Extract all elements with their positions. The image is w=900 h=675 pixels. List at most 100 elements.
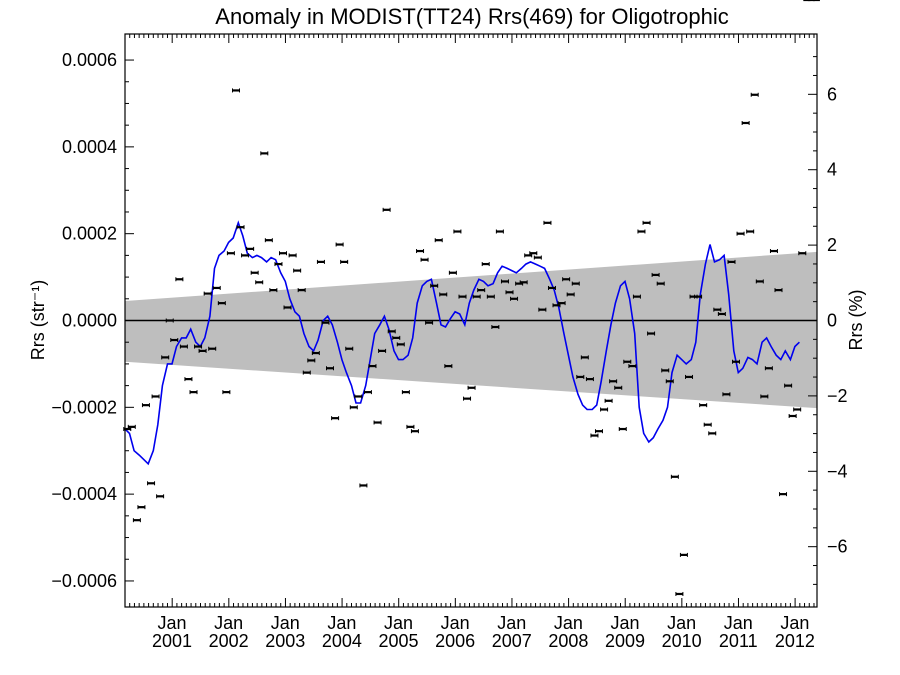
data-point <box>538 307 547 312</box>
x-tick-label-year: 2008 <box>548 631 588 651</box>
data-point <box>184 377 193 382</box>
x-tick-label-month: Jan <box>780 613 809 633</box>
x-tick-label-year: 2010 <box>662 631 702 651</box>
data-point <box>170 338 179 343</box>
data-point <box>321 320 330 325</box>
data-point <box>373 420 382 425</box>
data-point <box>656 281 665 286</box>
x-tick-label-month: Jan <box>384 613 413 633</box>
data-point <box>212 285 221 290</box>
data-point <box>439 292 448 297</box>
data-point <box>755 279 764 284</box>
data-point <box>594 429 603 434</box>
data-point <box>325 366 334 371</box>
x-tick-label-month: Jan <box>327 613 356 633</box>
data-point <box>293 268 302 273</box>
data-point <box>717 311 726 316</box>
data-point <box>590 433 599 438</box>
data-point <box>699 403 708 408</box>
data-point <box>580 355 589 360</box>
y-tick-label-left: −0.0002 <box>51 397 117 417</box>
y-tick-label-right: −4 <box>827 461 848 481</box>
data-point <box>600 407 609 412</box>
data-point <box>472 294 481 299</box>
data-point <box>566 292 575 297</box>
data-point <box>774 288 783 293</box>
data-point <box>165 318 174 323</box>
data-point <box>670 474 679 479</box>
data-point <box>585 377 594 382</box>
data-point <box>231 88 240 93</box>
data-point <box>675 591 684 596</box>
data-point <box>396 342 405 347</box>
data-point <box>736 231 745 236</box>
data-point <box>519 280 528 285</box>
data-point <box>467 385 476 390</box>
x-tick-label-month: Jan <box>157 613 186 633</box>
x-tick-label-year: 2001 <box>152 631 192 651</box>
x-tick-label-year: 2005 <box>378 631 418 651</box>
uncertainty-band <box>125 251 817 409</box>
x-tick-label-month: Jan <box>214 613 243 633</box>
data-point <box>222 390 231 395</box>
data-point <box>637 229 646 234</box>
data-point <box>779 492 788 497</box>
data-point <box>392 335 401 340</box>
data-point <box>708 431 717 436</box>
data-point <box>628 364 637 369</box>
data-point <box>302 370 311 375</box>
data-point <box>147 481 156 486</box>
data-point <box>349 405 358 410</box>
data-point <box>198 348 207 353</box>
data-point <box>345 346 354 351</box>
x-tick-label-month: Jan <box>611 613 640 633</box>
data-point <box>359 483 368 488</box>
data-point <box>529 251 538 256</box>
data-point <box>335 242 344 247</box>
y-tick-label-left: 0.0006 <box>62 50 117 70</box>
y-tick-label-right: 4 <box>827 160 837 180</box>
data-point <box>151 394 160 399</box>
data-point <box>340 259 349 264</box>
data-point <box>784 383 793 388</box>
data-point <box>241 253 250 258</box>
data-point <box>703 422 712 427</box>
data-point <box>793 407 802 412</box>
data-point <box>642 220 651 225</box>
data-point <box>685 374 694 379</box>
data-point <box>632 294 641 299</box>
data-point <box>283 305 292 310</box>
data-point <box>576 374 585 379</box>
x-tick-label-year: 2006 <box>435 631 475 651</box>
data-point <box>269 288 278 293</box>
data-point <box>368 364 377 369</box>
y-tick-label-left: 0.0002 <box>62 224 117 244</box>
data-point <box>727 259 736 264</box>
data-point <box>416 249 425 254</box>
data-point <box>189 390 198 395</box>
x-tick-label-month: Jan <box>497 613 526 633</box>
data-point <box>179 344 188 349</box>
data-point <box>430 283 439 288</box>
data-point <box>127 424 136 429</box>
data-point <box>609 379 618 384</box>
data-point <box>614 385 623 390</box>
data-point <box>274 262 283 267</box>
data-point <box>732 359 741 364</box>
y-tick-label-left: 0.0004 <box>62 137 117 157</box>
y-axis-label-left: Rrs (str⁻¹) <box>28 280 48 360</box>
data-point <box>477 288 486 293</box>
x-tick-label-year: 2012 <box>775 631 815 651</box>
data-point <box>623 359 632 364</box>
x-tick-label-month: Jan <box>554 613 583 633</box>
x-tick-label-month: Jan <box>724 613 753 633</box>
data-point <box>175 277 184 282</box>
data-point <box>769 249 778 254</box>
data-point <box>137 505 146 510</box>
data-point <box>491 325 500 330</box>
data-point <box>132 518 141 523</box>
x-tick-label-year: 2002 <box>209 631 249 651</box>
data-point <box>378 348 387 353</box>
data-point <box>387 329 396 334</box>
